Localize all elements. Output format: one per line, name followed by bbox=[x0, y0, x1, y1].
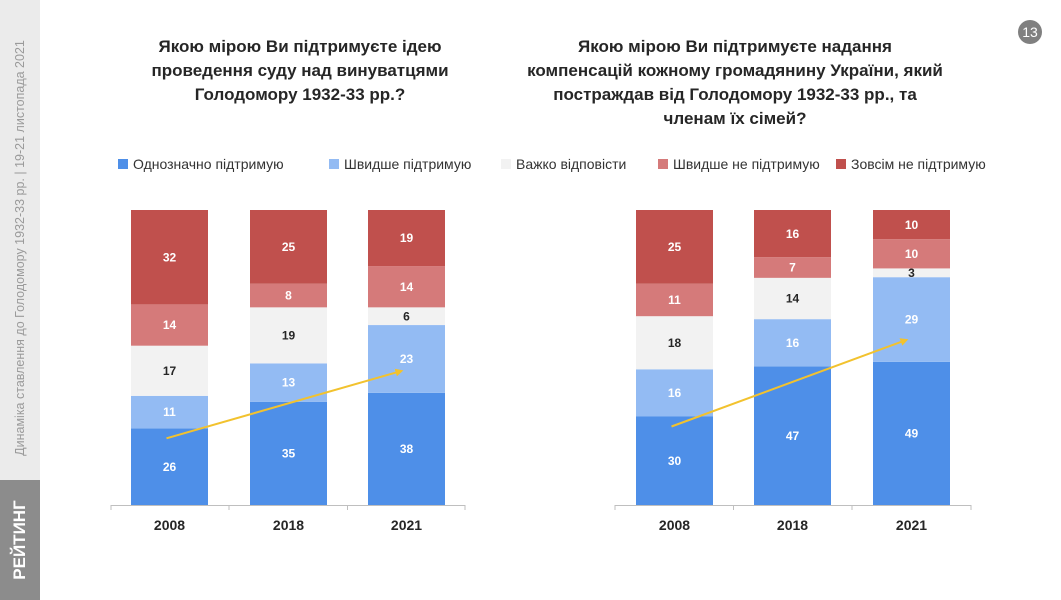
data-label: 14 bbox=[400, 280, 414, 294]
data-label: 11 bbox=[668, 293, 681, 307]
data-label: 16 bbox=[786, 336, 800, 350]
bar-segment-definitely-not-support bbox=[636, 210, 713, 284]
x-tick-label: 2021 bbox=[391, 517, 422, 533]
chart-2-title-line: членам їх сімей? bbox=[663, 109, 807, 128]
data-label: 19 bbox=[282, 329, 296, 343]
legend-label: Швидше підтримую bbox=[344, 156, 472, 172]
legend-item-definitely-support: Однозначно підтримую bbox=[118, 156, 284, 172]
legend-item-hard-to-say: Важко відповісти bbox=[501, 156, 626, 172]
data-label: 14 bbox=[786, 292, 800, 306]
legend-label: Швидше не підтримую bbox=[673, 156, 820, 172]
bar-segment-hard-to-say bbox=[250, 307, 327, 364]
x-tick-label: 2008 bbox=[659, 517, 690, 533]
bar-segment-definitely-support bbox=[873, 361, 950, 505]
data-label: 3 bbox=[908, 266, 915, 280]
data-label: 16 bbox=[786, 227, 800, 241]
data-label: 32 bbox=[163, 250, 177, 264]
data-label: 19 bbox=[400, 231, 414, 245]
chart-2-title-line: Якою мірою Ви підтримуєте надання bbox=[578, 37, 892, 56]
data-label: 8 bbox=[285, 289, 292, 303]
data-label: 7 bbox=[789, 261, 796, 275]
bar-segment-definitely-support bbox=[754, 366, 831, 505]
data-label: 11 bbox=[163, 405, 176, 419]
bar-segment-rather-support bbox=[754, 319, 831, 367]
chart-2-title-line: компенсацій кожному громадянину України,… bbox=[527, 61, 943, 80]
bar-segment-rather-not-support bbox=[131, 304, 208, 346]
data-label: 6 bbox=[403, 309, 410, 323]
data-label: 47 bbox=[786, 429, 800, 443]
data-label: 49 bbox=[905, 427, 919, 441]
bar-segment-hard-to-say bbox=[131, 345, 208, 396]
trend-arrow bbox=[166, 368, 404, 440]
bar-segment-rather-not-support bbox=[250, 283, 327, 308]
bar-segment-definitely-not-support bbox=[873, 210, 950, 240]
chart-2-title-line: постраждав від Голодомору 1932-33 рр., т… bbox=[553, 85, 917, 104]
bar-segment-rather-support bbox=[368, 325, 445, 393]
bar-segment-definitely-not-support bbox=[250, 210, 327, 284]
bar-segment-hard-to-say bbox=[754, 277, 831, 320]
legend-swatch bbox=[658, 159, 668, 169]
data-label: 38 bbox=[400, 442, 414, 456]
data-label: 26 bbox=[163, 460, 177, 474]
x-tick-label: 2008 bbox=[154, 517, 185, 533]
x-tick-label: 2018 bbox=[273, 517, 304, 533]
x-tick-label: 2018 bbox=[777, 517, 808, 533]
bar-segment-definitely-not-support bbox=[368, 210, 445, 267]
bar-segment-definitely-not-support bbox=[131, 210, 208, 305]
chart-1-title-line: проведення суду над винуватцями bbox=[151, 61, 449, 80]
bar-segment-hard-to-say bbox=[636, 316, 713, 370]
bar-segment-definitely-not-support bbox=[754, 210, 831, 258]
bar-segment-rather-not-support bbox=[873, 239, 950, 269]
data-label: 17 bbox=[163, 364, 177, 378]
trend-arrow bbox=[671, 338, 909, 428]
legend-swatch bbox=[329, 159, 339, 169]
bar-segment-rather-not-support bbox=[636, 283, 713, 317]
bar-segment-rather-support bbox=[636, 369, 713, 417]
data-label: 18 bbox=[668, 336, 682, 350]
chart-2-title: Якою мірою Ви підтримуєте надання компен… bbox=[520, 35, 950, 131]
legend-swatch bbox=[836, 159, 846, 169]
chart-1-title-line: Якою мірою Ви підтримуєте ідею bbox=[158, 37, 442, 56]
bar-segment-hard-to-say bbox=[368, 307, 445, 326]
data-label: 23 bbox=[400, 352, 414, 366]
data-label: 13 bbox=[282, 376, 296, 390]
legend-label: Важко відповісти bbox=[516, 156, 627, 172]
chart-1-title: Якою мірою Ви підтримуєте ідею проведенн… bbox=[100, 35, 500, 107]
legend-item-rather-not-support: Швидше не підтримую bbox=[658, 156, 820, 172]
bar-segment-definitely-support bbox=[636, 416, 713, 505]
legend-label: Зовсім не підтримую bbox=[851, 156, 986, 172]
data-label: 29 bbox=[905, 313, 919, 327]
data-label: 35 bbox=[282, 447, 296, 461]
legend-swatch bbox=[118, 159, 128, 169]
brand-block bbox=[0, 480, 40, 600]
data-label: 25 bbox=[282, 240, 296, 254]
data-label: 14 bbox=[163, 318, 177, 332]
chart-1-title-line: Голодомору 1932-33 рр.? bbox=[194, 85, 406, 104]
legend-item-definitely-not-support: Зовсім не підтримую bbox=[836, 156, 986, 172]
legend-item-rather-support: Швидше підтримую bbox=[329, 156, 471, 172]
legend-label: Однозначно підтримую bbox=[133, 156, 284, 172]
bar-segment-rather-not-support bbox=[754, 257, 831, 278]
data-label: 25 bbox=[668, 240, 682, 254]
x-tick-label: 2021 bbox=[896, 517, 927, 533]
bar-segment-definitely-support bbox=[368, 392, 445, 505]
data-label: 10 bbox=[905, 247, 919, 261]
bar-segment-rather-not-support bbox=[368, 266, 445, 308]
data-label: 30 bbox=[668, 454, 682, 468]
data-label: 10 bbox=[905, 218, 919, 232]
bar-segment-rather-support bbox=[131, 395, 208, 429]
bar-segment-definitely-support bbox=[250, 401, 327, 505]
bar-segment-definitely-support bbox=[131, 428, 208, 505]
legend-swatch bbox=[501, 159, 511, 169]
legend: Однозначно підтримую Швидше підтримую Ва… bbox=[118, 156, 1018, 176]
page-number-badge: 13 bbox=[1018, 20, 1042, 44]
data-label: 16 bbox=[668, 386, 682, 400]
bar-segment-hard-to-say bbox=[873, 268, 950, 278]
